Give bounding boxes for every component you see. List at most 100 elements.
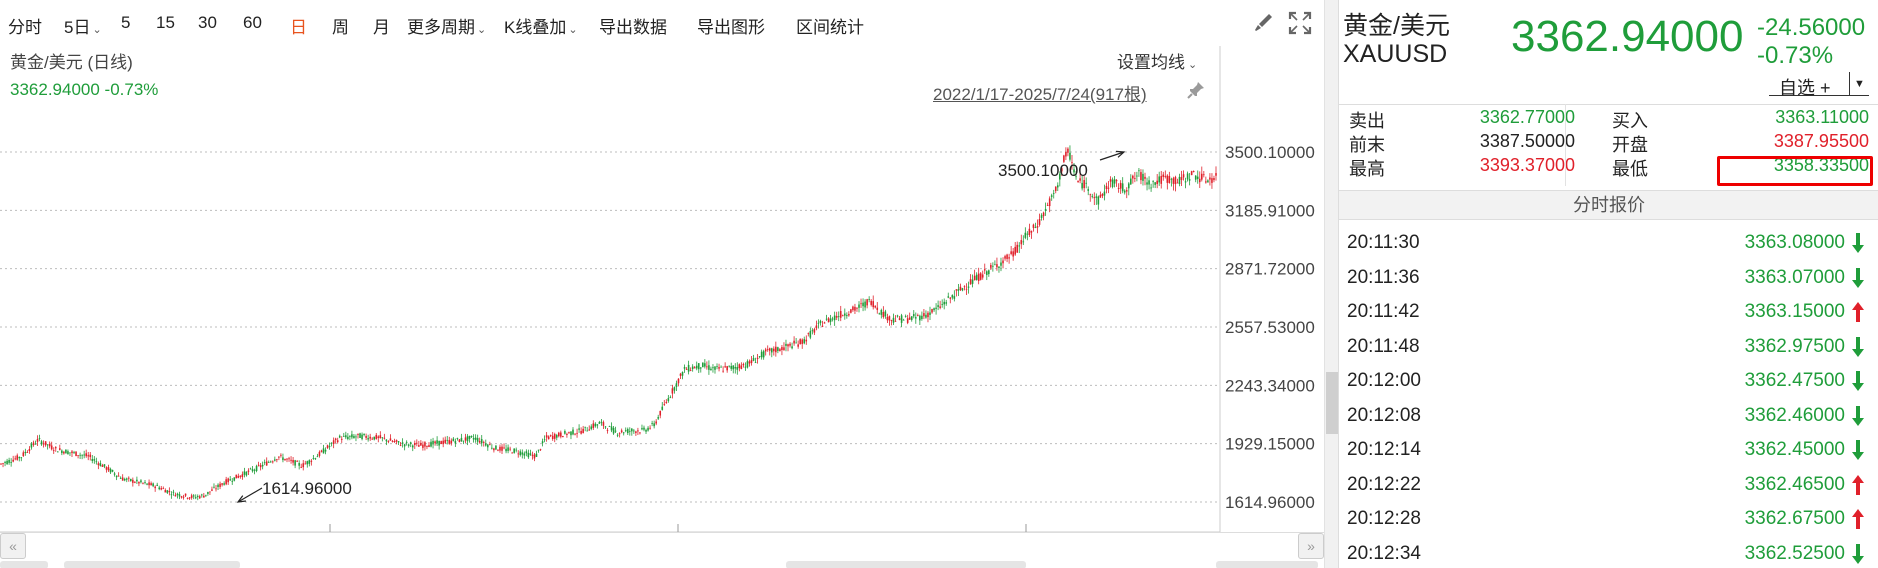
add-watchlist-button[interactable]: 自选 + ▼ [1769,72,1869,98]
candle-body [517,453,520,455]
candle-body [777,347,779,351]
candle-body [635,431,637,433]
tick-list[interactable]: 20:11:30 3363.08000 20:11:36 3363.07000 20:1… [1339,226,1878,568]
candle-body [448,440,451,444]
candle-body [1164,176,1167,177]
vertical-scrollbar[interactable] [1324,0,1338,568]
candle-body [416,442,418,444]
candle-body [1182,174,1185,178]
candle-body [896,315,899,317]
arrow-up-icon [1852,509,1864,529]
candle-body [643,427,645,430]
candle-body [351,434,353,438]
candle-body [132,479,134,483]
candle-body [1190,171,1193,176]
pin-icon[interactable] [1186,80,1206,100]
candle-body [97,463,100,466]
candle-body [144,481,146,483]
scroll-segment[interactable] [1216,561,1318,568]
candle-body [858,304,860,308]
candle-body [568,432,570,433]
scroll-segment[interactable] [786,561,1026,568]
candle-body [850,309,852,313]
candle-body [272,461,274,463]
quote-label: 开盘 [1612,135,1648,155]
expand-icon[interactable] [1287,10,1313,36]
quote-value: 3362.77000 [1479,107,1575,127]
candle-body [618,433,621,435]
candle-body [446,439,449,441]
candle-body [10,461,12,463]
candle-body [732,365,735,370]
candle-body [827,318,830,323]
candle-body [882,312,885,318]
candle-body [442,440,444,445]
candle-body [466,436,469,442]
candle-body [661,406,664,410]
candle-body [823,322,826,324]
candle-body [1026,233,1029,235]
candle-body [328,445,331,447]
toolbar-item-10[interactable]: K线叠加 ⌄ [504,13,578,38]
candle-body [123,479,126,481]
price-change-pct: -0.73% [1757,42,1834,69]
scroll-track[interactable] [0,561,1324,568]
candle-body [760,351,763,358]
candle-body [1081,182,1083,189]
candle-body [1213,178,1215,181]
candle-body [549,435,552,436]
toolbar-item-8[interactable]: 月 [373,13,390,38]
candle-body [900,315,903,323]
scroll-segment[interactable] [0,561,48,568]
candle-body [501,446,503,451]
candle-body [914,317,917,319]
toolbar-item-2[interactable]: 5 [121,13,130,33]
scroll-grip[interactable] [1326,372,1338,434]
candle-body [245,471,248,476]
candle-body [83,454,85,456]
candle-body [1115,180,1118,182]
candle-body [1201,173,1203,180]
candle-body [679,373,682,376]
candle-body [247,470,250,472]
ma-settings-button[interactable]: 设置均线 ⌄ [1117,48,1197,73]
candle-body [706,366,708,368]
toolbar-item-11[interactable]: 导出数据 [599,13,667,38]
candle-body [600,421,603,423]
toolbar-item-4[interactable]: 30 [198,13,217,33]
toolbar-item-13[interactable]: 区间统计 [796,13,864,38]
toolbar-item-5[interactable]: 60 [243,13,262,33]
candle-body [803,339,806,344]
toolbar-item-12[interactable]: 导出图形 [697,13,765,38]
caret-down-icon[interactable]: ▼ [1849,72,1869,96]
chart-range-link[interactable]: 2022/1/17-2025/7/24(917根) [933,85,1147,104]
candle-body [89,454,92,458]
candle-body [766,349,769,351]
candle-body [26,452,29,453]
scroll-segment[interactable] [64,561,240,568]
scroll-left-icon[interactable]: « [0,533,26,559]
quote-label: 买入 [1612,111,1648,131]
toolbar-item-1[interactable]: 5日 ⌄ [64,13,102,38]
candle-body [302,463,305,468]
candle-body [908,317,911,320]
candle-body [631,428,633,432]
toolbar-item-7[interactable]: 周 [332,13,349,38]
candle-body [18,456,21,459]
toolbar-item-3[interactable]: 15 [156,13,175,33]
candle-body [1034,227,1037,229]
candle-body [653,423,655,427]
candle-body [740,365,743,370]
candle-body [377,436,380,438]
toolbar-item-9[interactable]: 更多周期 ⌄ [407,13,486,38]
candle-body [353,435,355,439]
candle-body [150,483,152,486]
brush-icon[interactable] [1250,10,1276,36]
toolbar-item-0[interactable]: 分时 [8,13,42,38]
toolbar-item-6[interactable]: 日 [290,13,307,38]
candle-body [81,454,83,456]
candle-body [829,318,832,322]
scroll-right-icon[interactable]: » [1298,533,1324,559]
horizontal-scrollbar[interactable]: « » [0,532,1324,568]
candle-body [456,437,459,439]
